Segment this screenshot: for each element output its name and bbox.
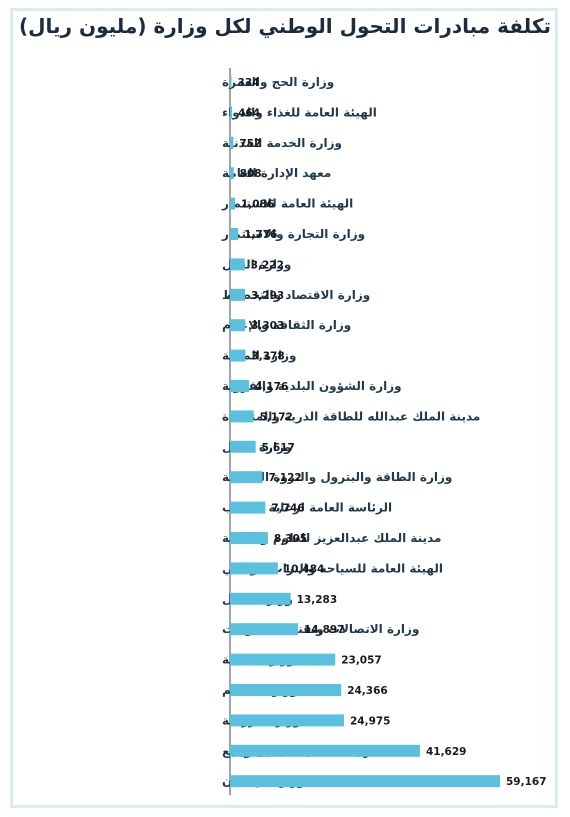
value-label: 752 bbox=[239, 138, 261, 150]
bar bbox=[230, 714, 344, 727]
bar bbox=[230, 592, 291, 605]
chart-frame bbox=[10, 8, 558, 808]
value-label: 13,283 bbox=[297, 594, 338, 606]
category-label: وزارة الشؤون البلدية والقروية bbox=[222, 379, 402, 394]
category-label: وزارة الخدمة المدنية bbox=[222, 136, 342, 151]
value-label: 1,086 bbox=[241, 199, 274, 211]
bar bbox=[230, 684, 342, 696]
value-label: 808 bbox=[240, 168, 262, 180]
category-label: وزارة الحج والعمرة bbox=[222, 75, 334, 90]
value-label: 5,617 bbox=[262, 442, 295, 454]
category-label: الهيئة العامة للاستثمار bbox=[221, 197, 353, 211]
value-label: 1,776 bbox=[244, 229, 277, 241]
bar bbox=[230, 410, 254, 423]
bar bbox=[230, 380, 250, 392]
bar bbox=[230, 167, 234, 180]
value-label: 3,303 bbox=[251, 320, 284, 332]
value-label: 41,629 bbox=[426, 746, 467, 758]
bar bbox=[230, 349, 246, 362]
bar bbox=[230, 258, 245, 271]
value-label: 3,378 bbox=[251, 351, 284, 363]
bar bbox=[230, 319, 246, 332]
value-label: 7,122 bbox=[269, 472, 302, 484]
value-label: 3,293 bbox=[251, 290, 284, 302]
value-label: 7,746 bbox=[271, 503, 304, 515]
value-label: 4,176 bbox=[255, 381, 288, 393]
bar bbox=[230, 228, 239, 240]
category-label: الهيئة العامة للغذاء والدواء bbox=[222, 105, 377, 120]
category-label: مدينة الملك عبدالله للطاقة الذرية والمتج… bbox=[222, 409, 480, 424]
value-label: 23,057 bbox=[341, 655, 382, 667]
value-label: 24,366 bbox=[347, 685, 388, 697]
bar bbox=[230, 440, 256, 453]
chart-title: تكلفة مبادرات التحول الوطني لكل وزارة (م… bbox=[19, 14, 551, 38]
category-label: وزارة التجارة والاستثمار bbox=[221, 227, 365, 242]
category-label: وزارة الطاقة والبترول والثروة المعدنية bbox=[222, 470, 452, 485]
value-label: 5,172 bbox=[260, 411, 293, 423]
bar bbox=[230, 106, 233, 119]
value-label: 59,167 bbox=[506, 776, 547, 788]
bar bbox=[230, 532, 268, 544]
category-label: وزارة الثقافة والإعلام bbox=[222, 318, 351, 333]
category-label: معهد الإدارة العامة bbox=[222, 166, 331, 180]
bar bbox=[230, 76, 232, 88]
value-label: 464 bbox=[238, 107, 260, 119]
bar bbox=[230, 562, 278, 575]
bar bbox=[230, 775, 500, 788]
bar bbox=[230, 197, 235, 210]
category-label: مدينة الملك عبدالعزيز للعلوم والتقنية bbox=[222, 531, 441, 546]
category-label: وزارة الاقتصاد والتخطيط bbox=[222, 288, 370, 303]
bar bbox=[230, 471, 263, 484]
bar bbox=[230, 744, 420, 757]
value-label: 3,222 bbox=[251, 259, 284, 271]
bar bbox=[230, 653, 336, 666]
bar bbox=[230, 623, 298, 636]
value-label: 24,975 bbox=[350, 715, 391, 727]
bar bbox=[230, 288, 246, 301]
value-label: 8,305 bbox=[274, 533, 307, 545]
value-label: 334 bbox=[238, 77, 260, 89]
value-label: 14,897 bbox=[304, 624, 345, 636]
bar bbox=[230, 501, 266, 514]
value-label: 10,484 bbox=[284, 563, 325, 575]
bar bbox=[230, 136, 234, 149]
